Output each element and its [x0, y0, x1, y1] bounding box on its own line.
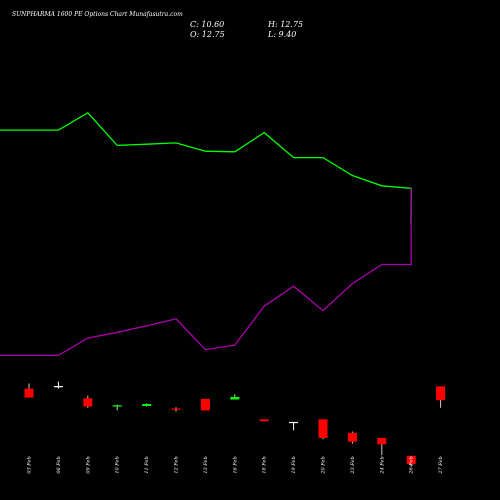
- candle: [53, 381, 63, 389]
- candle-body: [347, 432, 357, 442]
- candle-body: [171, 408, 181, 410]
- candle-body: [142, 404, 152, 406]
- candle: [347, 431, 357, 444]
- candle-body: [289, 421, 299, 424]
- x-tick-label: 13 Feb: [203, 456, 209, 473]
- candle-body: [436, 386, 446, 401]
- candle-body: [406, 455, 416, 465]
- candle: [289, 421, 299, 431]
- candle: [83, 395, 93, 408]
- x-tick-label: 11 Feb: [144, 456, 150, 473]
- candle: [406, 455, 416, 467]
- candle: [436, 386, 446, 408]
- high-readout: H: 12.75: [267, 20, 303, 29]
- candle-body: [24, 388, 34, 398]
- candle: [24, 383, 34, 398]
- x-tick-label: 09 Feb: [85, 456, 91, 473]
- candle-body: [112, 405, 122, 407]
- candle: [377, 437, 387, 456]
- x-tick-label: 10 Feb: [115, 456, 121, 473]
- candle: [259, 419, 269, 422]
- chart-title: SUNPHARMA 1600 PE Options Chart Munafasu…: [12, 11, 183, 18]
- candle: [171, 407, 181, 412]
- band-lines: [0, 111, 412, 357]
- x-tick-label: 16 Feb: [232, 456, 238, 473]
- low-readout: L: 9.40: [267, 30, 296, 39]
- x-tick-label: 23 Feb: [350, 456, 356, 474]
- open-readout: O: 12.75: [190, 30, 225, 39]
- candle-body: [377, 437, 387, 445]
- candle-body: [53, 386, 63, 388]
- x-tick-label: 20 Feb: [321, 456, 327, 474]
- x-tick-labels: 03 Feb 06 Feb 09 Feb 10 Feb 11 Feb 12 Feb 13 F…: [27, 456, 445, 474]
- x-tick-label: 19 Feb: [291, 456, 297, 473]
- x-tick-label: 18 Feb: [262, 456, 268, 473]
- candle-body: [83, 398, 93, 407]
- x-tick-label: 26 Feb: [409, 456, 415, 474]
- close-readout: C: 10.60: [190, 20, 224, 29]
- band-line-2: [0, 188, 412, 357]
- x-tick-label: 12 Feb: [174, 456, 180, 473]
- candle: [142, 403, 152, 407]
- x-tick-label: 03 Feb: [27, 456, 33, 473]
- x-tick-label: 27 Feb: [438, 456, 444, 474]
- x-tick-label: 24 Feb: [379, 456, 385, 474]
- candle-body: [259, 419, 269, 422]
- x-tick-label: 06 Feb: [56, 456, 62, 473]
- candle: [230, 394, 240, 400]
- candle-body: [230, 396, 240, 400]
- candle: [318, 419, 328, 440]
- band-line-1: [0, 111, 412, 225]
- candles: [24, 381, 446, 467]
- candle-body: [318, 419, 328, 438]
- candle: [200, 398, 210, 411]
- candle-body: [200, 398, 210, 411]
- candle: [112, 404, 122, 411]
